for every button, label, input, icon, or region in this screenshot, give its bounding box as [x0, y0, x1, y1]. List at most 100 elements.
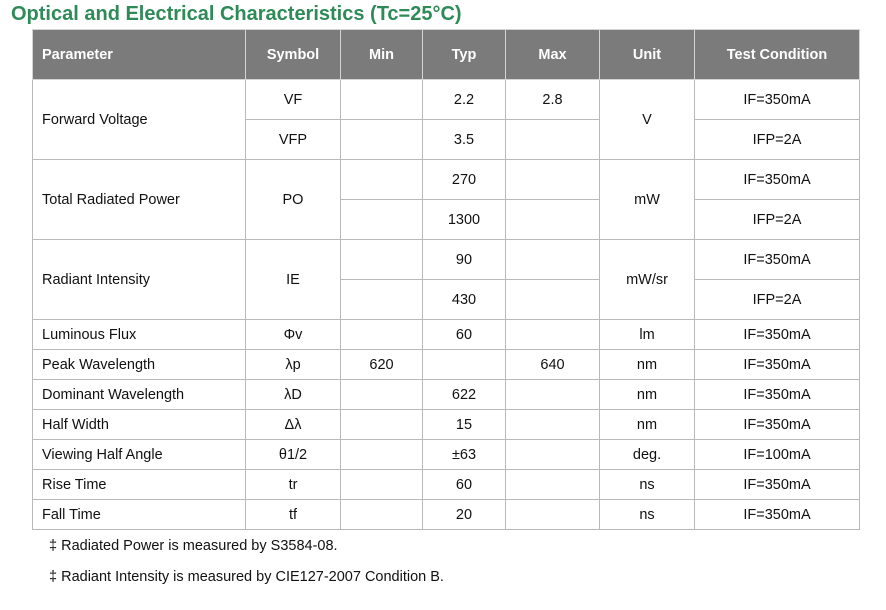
cell-parameter: Forward Voltage — [32, 79, 246, 160]
cell-min — [340, 279, 423, 320]
cell-min — [340, 199, 423, 240]
header-min: Min — [340, 29, 423, 80]
cell-typ: 3.5 — [422, 119, 506, 160]
table-row: Luminous Flux Φv 60 lm IF=350mA — [32, 319, 860, 350]
cell-condition: IF=350mA — [694, 349, 860, 380]
cell-parameter: Half Width — [32, 409, 246, 440]
cell-unit: ns — [599, 469, 695, 500]
cell-parameter: Dominant Wavelength — [32, 379, 246, 410]
cell-parameter: Fall Time — [32, 499, 246, 530]
cell-condition: IF=100mA — [694, 439, 860, 470]
header-max: Max — [505, 29, 600, 80]
cell-typ: 270 — [422, 159, 506, 200]
table-row: Total Radiated Power PO 270 mW IF=350mA — [32, 159, 860, 240]
cell-condition: IF=350mA — [694, 409, 860, 440]
cell-symbol: θ1/2 — [245, 439, 341, 470]
cell-unit: V — [599, 79, 695, 160]
table-row: Fall Time tf 20 ns IF=350mA — [32, 499, 860, 530]
cell-symbol: tr — [245, 469, 341, 500]
table-row: Radiant Intensity IE 90 mW/sr IF=350mA — [32, 239, 860, 320]
cell-min: 620 — [340, 349, 423, 380]
cell-symbol: PO — [245, 159, 341, 240]
cell-typ: 60 — [422, 469, 506, 500]
cell-typ: 15 — [422, 409, 506, 440]
cell-min — [340, 409, 423, 440]
cell-parameter: Viewing Half Angle — [32, 439, 246, 470]
cell-condition: IF=350mA — [694, 499, 860, 530]
cell-min — [340, 239, 423, 280]
cell-symbol: VFP — [245, 119, 341, 160]
cell-max: 640 — [505, 349, 600, 380]
footnote-radiated-power: ‡ Radiated Power is measured by S3584-08… — [49, 538, 338, 554]
characteristics-table: Parameter Symbol Min Typ Max Unit Test C… — [32, 29, 860, 530]
cell-condition: IF=350mA — [694, 469, 860, 500]
cell-min — [340, 439, 423, 470]
table-row: Rise Time tr 60 ns IF=350mA — [32, 469, 860, 500]
header-parameter: Parameter — [32, 29, 246, 80]
cell-condition: IFP=2A — [694, 119, 860, 160]
cell-parameter: Rise Time — [32, 469, 246, 500]
cell-max — [505, 199, 600, 240]
cell-condition: IF=350mA — [694, 239, 860, 280]
cell-symbol: λD — [245, 379, 341, 410]
cell-max — [505, 469, 600, 500]
cell-unit: nm — [599, 349, 695, 380]
table-row: 430 IFP=2A — [33, 279, 860, 320]
cell-symbol: tf — [245, 499, 341, 530]
footnote-radiant-intensity: ‡ Radiant Intensity is measured by CIE12… — [49, 569, 444, 585]
cell-typ: 1300 — [422, 199, 506, 240]
cell-max — [505, 119, 600, 160]
cell-max — [505, 439, 600, 470]
header-row: Parameter Symbol Min Typ Max Unit Test C… — [32, 29, 860, 80]
cell-typ: 430 — [422, 279, 506, 320]
cell-min — [340, 499, 423, 530]
cell-max — [505, 319, 600, 350]
table-row: Dominant Wavelength λD 622 nm IF=350mA — [32, 379, 860, 410]
cell-min — [340, 119, 423, 160]
cell-unit: deg. — [599, 439, 695, 470]
cell-typ: 90 — [422, 239, 506, 280]
cell-max: 2.8 — [505, 79, 600, 120]
cell-symbol: λp — [245, 349, 341, 380]
cell-condition: IF=350mA — [694, 79, 860, 120]
cell-symbol: Δλ — [245, 409, 341, 440]
cell-condition: IF=350mA — [694, 379, 860, 410]
header-typ: Typ — [422, 29, 506, 80]
cell-typ: 20 — [422, 499, 506, 530]
cell-max — [505, 379, 600, 410]
cell-min — [340, 319, 423, 350]
cell-unit: lm — [599, 319, 695, 350]
cell-symbol: VF — [245, 79, 341, 120]
cell-parameter: Peak Wavelength — [32, 349, 246, 380]
cell-condition: IF=350mA — [694, 159, 860, 200]
cell-unit: ns — [599, 499, 695, 530]
cell-condition: IFP=2A — [694, 199, 860, 240]
cell-typ: 2.2 — [422, 79, 506, 120]
cell-parameter: Luminous Flux — [32, 319, 246, 350]
cell-typ — [422, 349, 506, 380]
cell-min — [340, 469, 423, 500]
cell-condition: IFP=2A — [694, 279, 860, 320]
cell-min — [340, 79, 423, 120]
header-test-condition: Test Condition — [694, 29, 860, 80]
cell-typ: 60 — [422, 319, 506, 350]
cell-min — [340, 379, 423, 410]
cell-unit: nm — [599, 379, 695, 410]
cell-symbol: IE — [245, 239, 341, 320]
header-symbol: Symbol — [245, 29, 341, 80]
header-unit: Unit — [599, 29, 695, 80]
cell-condition: IF=350mA — [694, 319, 860, 350]
cell-max — [505, 239, 600, 280]
cell-unit: mW/sr — [599, 239, 695, 320]
cell-parameter: Radiant Intensity — [32, 239, 246, 320]
cell-max — [505, 279, 600, 320]
cell-typ: ±63 — [422, 439, 506, 470]
table-row: Forward Voltage VF 2.2 2.8 V IF=350mA — [32, 79, 860, 160]
table-row: Peak Wavelength λp 620 640 nm IF=350mA — [32, 349, 860, 380]
cell-min — [340, 159, 423, 200]
cell-typ: 622 — [422, 379, 506, 410]
table-row: Half Width Δλ 15 nm IF=350mA — [32, 409, 860, 440]
cell-max — [505, 159, 600, 200]
cell-max — [505, 409, 600, 440]
cell-unit: mW — [599, 159, 695, 240]
